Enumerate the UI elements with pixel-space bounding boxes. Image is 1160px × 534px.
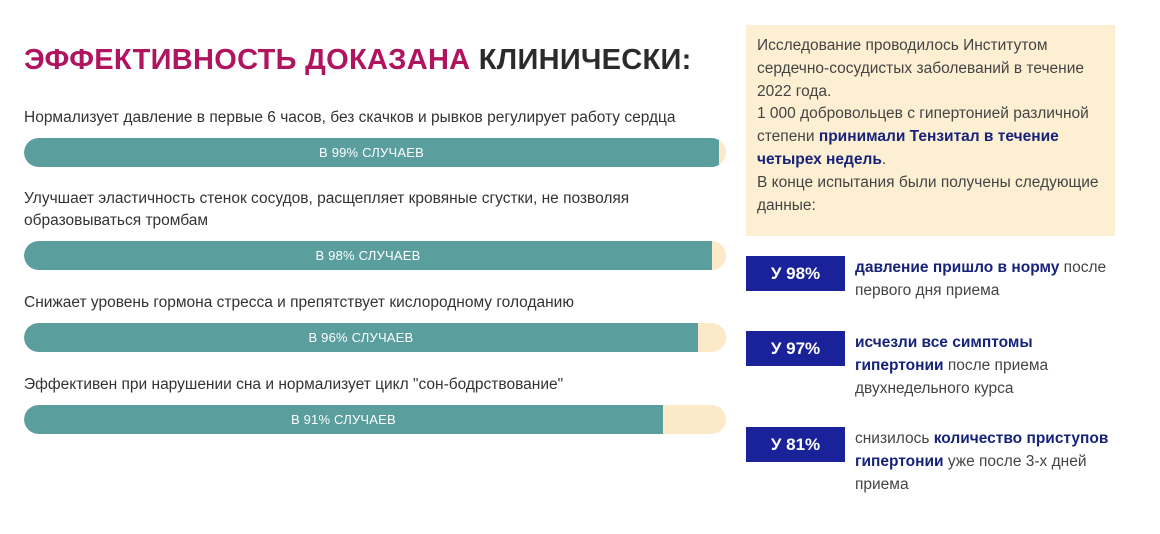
- result-post: после первого дня приема: [855, 259, 1107, 299]
- progress-label: В 98% СЛУЧАЕВ: [315, 248, 421, 263]
- progress-bar: В 96% СЛУЧАЕВ: [24, 323, 726, 352]
- study-participants: 1 000 добровольцев с гипертонией различн…: [757, 103, 1103, 171]
- progress-bar: В 98% СЛУЧАЕВ: [24, 241, 726, 270]
- result-post: уже после 3-х дней приема: [855, 453, 1087, 493]
- study-results-intro: В конце испытания были получены следующи…: [757, 173, 1099, 214]
- result-badge: У 98%: [746, 256, 845, 291]
- result-highlight: давление пришло в норму: [855, 259, 1060, 276]
- stat-description: Эффективен при нарушении сна и нормализу…: [24, 376, 564, 393]
- result-text: давление пришло в норму после первого дн…: [855, 256, 1120, 302]
- progress-fill: [24, 405, 663, 434]
- page-title: ЭФФЕКТИВНОСТЬ ДОКАЗАНА КЛИНИЧЕСКИ:: [24, 44, 692, 77]
- result-badge: У 97%: [746, 331, 845, 366]
- progress-fill: [24, 323, 698, 352]
- study-info-box: Исследование проводилось Институтом серд…: [746, 25, 1115, 236]
- stat-item: Нормализует давление в первые 6 часов, б…: [24, 107, 726, 167]
- study-participants-highlight: принимали Тензитал в течение четырех нед…: [757, 128, 1059, 168]
- stat-description: Нормализует давление в первые 6 часов, б…: [24, 109, 676, 126]
- result-highlight: количество приступов гипертонии: [855, 430, 1109, 470]
- stat-description: Снижает уровень гормона стресса и препят…: [24, 294, 574, 311]
- study-participants-text: 1 000 добровольцев с гипертонией различн…: [757, 105, 1089, 146]
- progress-fill: [24, 138, 719, 167]
- result-badge: У 81%: [746, 427, 845, 462]
- study-intro: Исследование проводилось Институтом серд…: [757, 37, 1084, 100]
- result-text: снизилось количество приступов гипертони…: [855, 427, 1120, 496]
- result-pre: снизилось: [855, 430, 934, 447]
- progress-label: В 99% СЛУЧАЕВ: [319, 145, 424, 160]
- progress-label: В 96% СЛУЧАЕВ: [308, 330, 414, 345]
- progress-bar: В 91% СЛУЧАЕВ: [24, 405, 726, 434]
- progress-fill: [24, 241, 712, 270]
- title-rest: КЛИНИЧЕСКИ:: [478, 44, 692, 76]
- title-accent: ЭФФЕКТИВНОСТЬ ДОКАЗАНА: [24, 44, 471, 76]
- progress-bar: В 99% СЛУЧАЕВ: [24, 138, 726, 167]
- stat-item: Эффективен при нарушении сна и нормализу…: [24, 374, 726, 434]
- stat-description: Улучшает эластичность стенок сосудов, ра…: [24, 190, 630, 229]
- result-highlight: исчезли все симптомы гипертонии: [855, 334, 1033, 374]
- stat-item: Снижает уровень гормона стресса и препят…: [24, 292, 726, 352]
- progress-label: В 91% СЛУЧАЕВ: [290, 412, 396, 427]
- study-participants-end: .: [881, 150, 887, 168]
- result-post: после приема двухнедельного курса: [855, 357, 1049, 397]
- result-text: исчезли все симптомы гипертонии после пр…: [855, 331, 1120, 400]
- stat-item: Улучшает эластичность стенок сосудов, ра…: [24, 188, 726, 270]
